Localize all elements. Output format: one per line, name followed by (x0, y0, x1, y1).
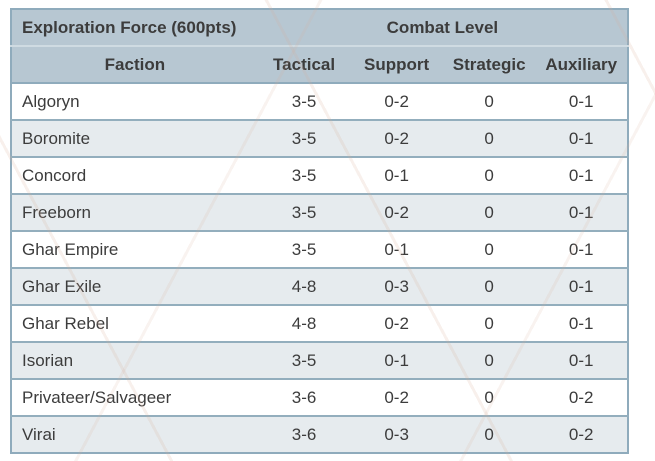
table-row: Ghar Rebel 4-8 0-2 0 0-1 (11, 305, 628, 342)
support-cell: 0-2 (384, 91, 409, 111)
tactical-cell: 4-8 (291, 313, 317, 333)
tactical-cell: 3-5 (291, 165, 317, 185)
table-row: Ghar Empire 3-5 0-1 0 0-1 (11, 231, 628, 268)
combat-level-group-header: Combat Level (257, 9, 628, 47)
support-cell: 0-3 (384, 424, 409, 444)
table-row: Concord 3-5 0-1 0 0-1 (11, 157, 628, 194)
tactical-cell: 3-6 (291, 424, 317, 444)
table-title: Exploration Force (600pts) (11, 9, 258, 47)
support-cell: 0-1 (384, 350, 409, 370)
table-row: Privateer/Salvageer 3-6 0-2 0 0-2 (11, 379, 628, 416)
faction-cell: Algoryn (22, 91, 80, 111)
column-header-auxiliary: Auxiliary (535, 46, 628, 84)
support-cell: 0-1 (384, 165, 409, 185)
column-header-support: Support (350, 46, 443, 84)
strategic-cell: 0 (484, 350, 494, 370)
strategic-cell: 0 (484, 91, 494, 111)
strategic-cell: 0 (484, 424, 494, 444)
support-cell: 0-2 (384, 202, 409, 222)
faction-cell: Ghar Rebel (22, 313, 109, 333)
auxiliary-cell: 0-1 (568, 128, 594, 148)
faction-cell: Virai (22, 424, 56, 444)
strategic-cell: 0 (484, 239, 494, 259)
tactical-cell: 3-5 (291, 239, 317, 259)
table-row: Algoryn 3-5 0-2 0 0-1 (11, 83, 628, 120)
strategic-cell: 0 (484, 387, 494, 407)
tactical-cell: 4-8 (291, 276, 317, 296)
auxiliary-cell: 0-1 (568, 313, 594, 333)
table-row: Ghar Exile 4-8 0-3 0 0-1 (11, 268, 628, 305)
strategic-cell: 0 (484, 202, 494, 222)
faction-cell: Freeborn (22, 202, 91, 222)
faction-cell: Ghar Empire (22, 239, 119, 259)
strategic-cell: 0 (484, 276, 494, 296)
faction-cell: Concord (22, 165, 87, 185)
support-cell: 0-2 (384, 313, 409, 333)
tactical-cell: 3-5 (291, 350, 317, 370)
auxiliary-cell: 0-1 (568, 202, 594, 222)
column-header-strategic: Strategic (442, 46, 536, 84)
table-title-row: Exploration Force (600pts) Combat Level (11, 9, 628, 47)
strategic-cell: 0 (484, 128, 494, 148)
support-cell: 0-3 (384, 276, 409, 296)
tactical-cell: 3-5 (291, 128, 317, 148)
auxiliary-cell: 0-2 (568, 387, 594, 407)
table-row: Isorian 3-5 0-1 0 0-1 (11, 342, 628, 379)
tactical-cell: 3-5 (291, 91, 317, 111)
auxiliary-cell: 0-1 (568, 165, 594, 185)
strategic-cell: 0 (484, 313, 494, 333)
auxiliary-cell: 0-1 (568, 276, 594, 296)
auxiliary-cell: 0-2 (568, 424, 594, 444)
strategic-cell: 0 (484, 165, 494, 185)
faction-cell: Boromite (22, 128, 91, 148)
table-row: Virai 3-6 0-3 0 0-2 (11, 416, 628, 453)
auxiliary-cell: 0-1 (568, 239, 594, 259)
column-header-faction: Faction (11, 46, 258, 84)
support-cell: 0-2 (384, 128, 409, 148)
tactical-cell: 3-5 (291, 202, 317, 222)
auxiliary-cell: 0-1 (568, 350, 594, 370)
tactical-cell: 3-6 (291, 387, 317, 407)
faction-cell: Isorian (22, 350, 74, 370)
support-cell: 0-2 (384, 387, 409, 407)
force-composition-table: Exploration Force (600pts) Combat Level … (10, 8, 629, 454)
column-header-row: Faction Tactical Support Strategic Auxiliary (11, 46, 628, 84)
support-cell: 0-1 (384, 239, 409, 259)
auxiliary-cell: 0-1 (568, 91, 594, 111)
table-row: Boromite 3-5 0-2 0 0-1 (11, 120, 628, 157)
faction-cell: Ghar Exile (22, 276, 102, 296)
faction-cell: Privateer/Salvageer (22, 387, 172, 407)
column-header-tactical: Tactical (257, 46, 351, 84)
table-row: Freeborn 3-5 0-2 0 0-1 (11, 194, 628, 231)
